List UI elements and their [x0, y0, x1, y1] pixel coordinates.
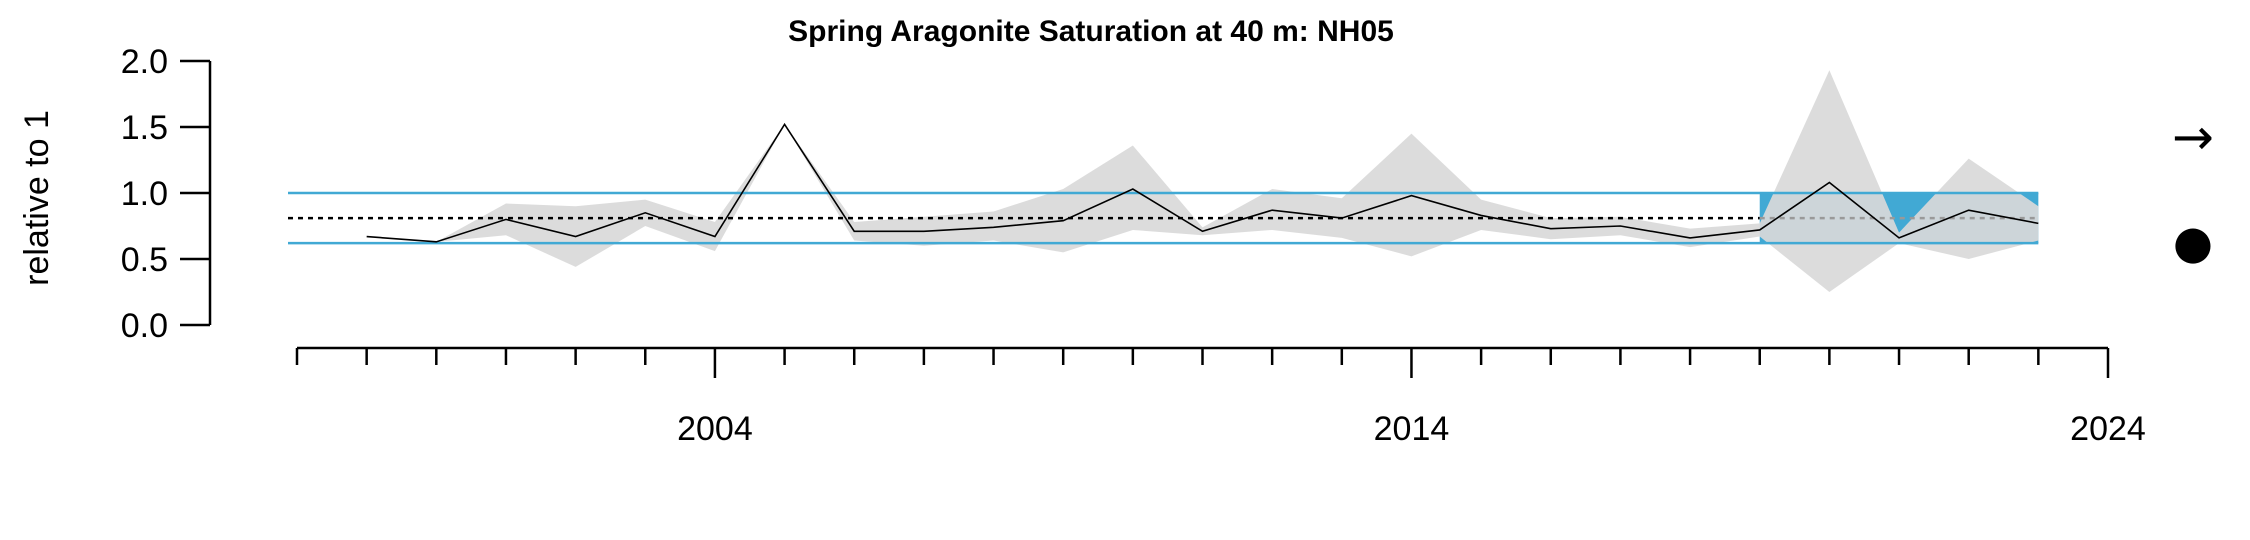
y-axis: 0.0 0.5 1.0 1.5 2.0 — [121, 43, 212, 345]
trend-arrow-icon: → — [2172, 108, 2214, 166]
chart-title: Spring Aragonite Saturation at 40 m: NH0… — [788, 15, 1394, 48]
y-tick-label: 2.0 — [121, 43, 168, 81]
y-tick-label: 0.0 — [121, 307, 168, 345]
y-axis-label: relative to 1 — [18, 110, 56, 286]
series-line — [366, 122, 2039, 243]
x-tick-label: 2014 — [1374, 410, 1450, 448]
reference-lines-layer — [288, 191, 2039, 245]
y-tick-label: 1.5 — [121, 109, 168, 147]
uncertainty-band — [436, 70, 2039, 293]
y-tick-label: 1.0 — [121, 175, 168, 213]
x-tick-label: 2024 — [2070, 410, 2146, 448]
uncertainty-band-layer — [436, 70, 2039, 293]
series-line-layer — [366, 122, 2039, 243]
status-dot-icon: ● — [2173, 215, 2213, 269]
x-axis: 2004 2014 2024 — [295, 346, 2146, 448]
y-tick-label: 0.5 — [121, 241, 168, 279]
x-tick-label: 2004 — [677, 410, 753, 448]
